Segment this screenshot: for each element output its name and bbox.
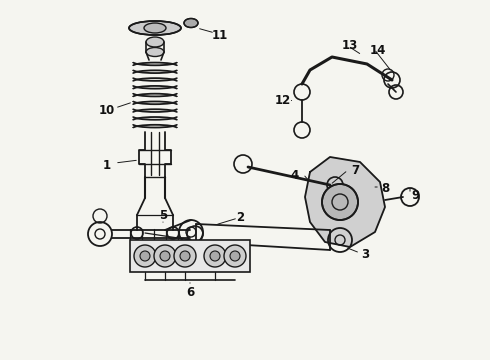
Circle shape — [204, 245, 226, 267]
Ellipse shape — [144, 23, 166, 33]
Text: 2: 2 — [236, 211, 244, 224]
Circle shape — [224, 245, 246, 267]
Text: 4: 4 — [291, 168, 299, 181]
Circle shape — [230, 251, 240, 261]
Circle shape — [140, 251, 150, 261]
Text: 7: 7 — [351, 163, 359, 176]
Text: 8: 8 — [381, 181, 389, 194]
Text: 14: 14 — [370, 44, 386, 57]
Ellipse shape — [146, 37, 164, 47]
Circle shape — [134, 245, 156, 267]
Circle shape — [154, 245, 176, 267]
Circle shape — [322, 184, 358, 220]
Text: 10: 10 — [99, 104, 115, 117]
Text: 6: 6 — [186, 285, 194, 298]
Text: 13: 13 — [342, 39, 358, 51]
Ellipse shape — [184, 18, 198, 27]
Ellipse shape — [129, 21, 181, 35]
Text: 12: 12 — [275, 94, 291, 107]
Text: 3: 3 — [361, 248, 369, 261]
Circle shape — [180, 251, 190, 261]
Text: 11: 11 — [212, 28, 228, 41]
Ellipse shape — [146, 48, 164, 57]
Text: 1: 1 — [103, 158, 111, 171]
Polygon shape — [305, 157, 385, 247]
Circle shape — [210, 251, 220, 261]
Circle shape — [160, 251, 170, 261]
Circle shape — [174, 245, 196, 267]
Bar — [130, 240, 250, 272]
Text: 9: 9 — [411, 189, 419, 202]
Text: 5: 5 — [159, 208, 167, 221]
